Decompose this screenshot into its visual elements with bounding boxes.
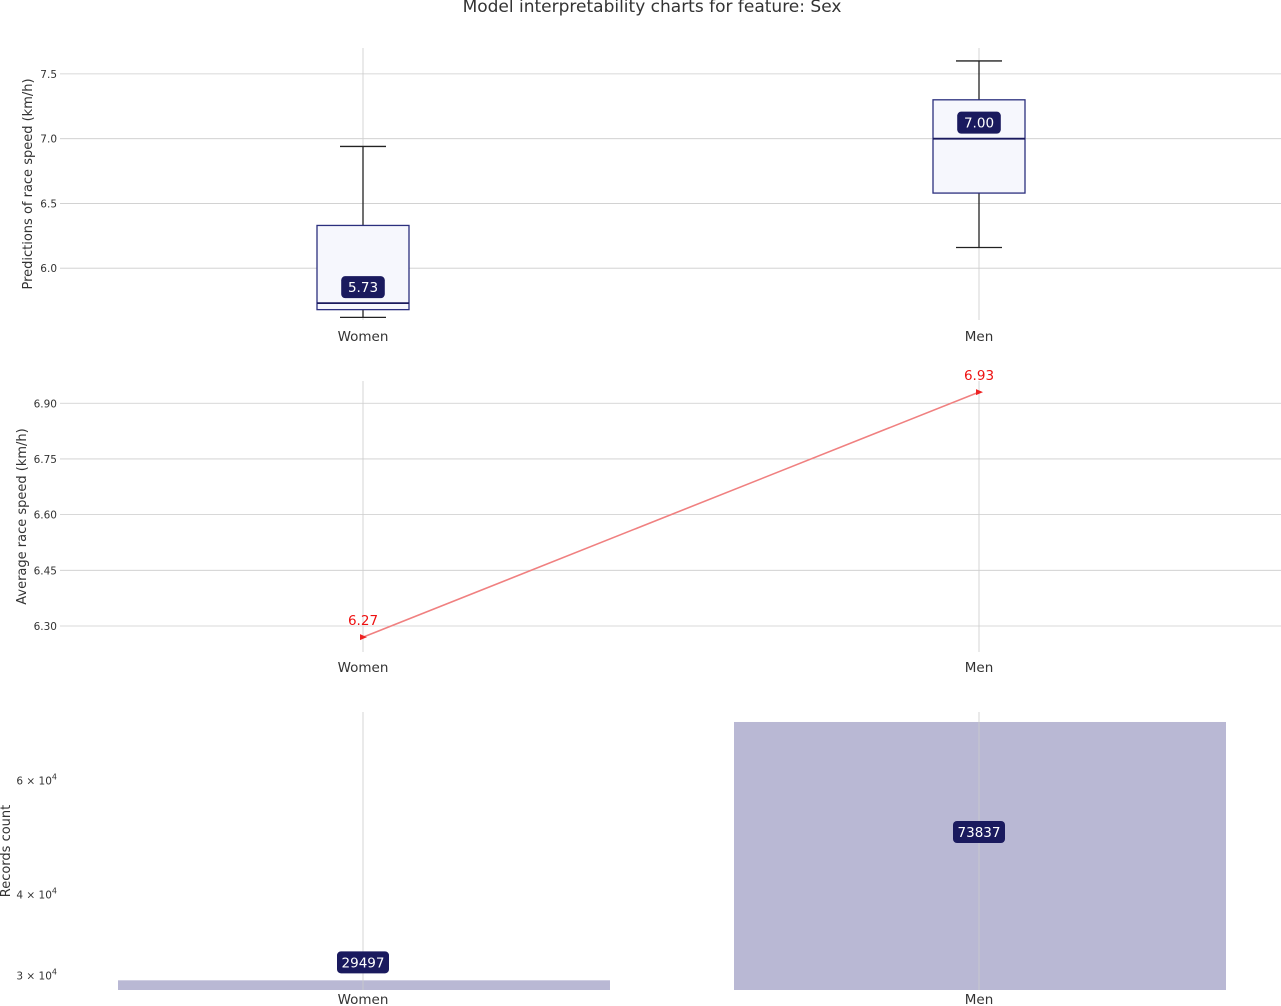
bar-value-badge-women-text: 29497 bbox=[342, 955, 385, 971]
y-tick-label: 6.5 bbox=[40, 198, 57, 210]
bar-value-badge-men: 73837 bbox=[953, 820, 1005, 843]
x-tick-label-women: Women bbox=[338, 329, 389, 345]
y-tick-label: 6.0 bbox=[40, 263, 57, 275]
median-badge-men-text: 7.00 bbox=[964, 116, 994, 132]
median-badge-women: 5.73 bbox=[341, 276, 385, 299]
bar-value-badge-women-bg bbox=[337, 951, 389, 974]
median-badge-men-bg bbox=[957, 111, 1001, 134]
bar-value-badge-women: 29497 bbox=[337, 951, 389, 974]
bar-value-badge-men-bg bbox=[953, 820, 1005, 843]
data-label-women: 6.27 bbox=[348, 613, 378, 629]
y-tick-label: 7.0 bbox=[40, 134, 57, 146]
y-tick-label: 6.60 bbox=[34, 510, 57, 522]
y-tick-label: 7.5 bbox=[40, 69, 57, 81]
median-badge-men: 7.00 bbox=[957, 111, 1001, 134]
y-tick-label: 4 × 104 bbox=[16, 887, 57, 902]
bar-value-badge-men-text: 73837 bbox=[958, 825, 1001, 841]
x-tick-label-women: Women bbox=[338, 660, 389, 676]
x-tick-label-men: Men bbox=[965, 660, 994, 676]
y-tick-label: 6.90 bbox=[34, 398, 57, 410]
y-tick-label: 6.45 bbox=[34, 565, 57, 577]
bar-men bbox=[734, 721, 1226, 990]
x-tick-label-men: Men bbox=[965, 329, 994, 345]
page-title: Model interpretability charts for featur… bbox=[462, 0, 842, 17]
median-badge-women-text: 5.73 bbox=[348, 280, 378, 296]
y-tick-label: 6.75 bbox=[34, 454, 57, 466]
data-label-men: 6.93 bbox=[964, 368, 994, 384]
y-tick-label: 6.30 bbox=[34, 621, 57, 633]
box-men bbox=[932, 60, 1026, 249]
bar-women bbox=[118, 980, 610, 990]
y-axis-label-2: Average race speed (km/h) bbox=[15, 428, 30, 604]
y-tick-label: 6 × 104 bbox=[16, 772, 57, 787]
median-badge-women-bg bbox=[341, 276, 385, 299]
y-axis-label-1: Predictions of race speed (km/h) bbox=[21, 78, 36, 289]
y-tick-label: 3 × 104 bbox=[16, 968, 57, 983]
series-line bbox=[362, 391, 980, 638]
point-marker-women bbox=[360, 634, 367, 641]
x-tick-label-men: Men bbox=[965, 992, 994, 1006]
x-tick-label-women: Women bbox=[338, 992, 389, 1006]
point-marker-men bbox=[976, 389, 983, 396]
y-axis-label-3: Records count bbox=[0, 805, 14, 898]
